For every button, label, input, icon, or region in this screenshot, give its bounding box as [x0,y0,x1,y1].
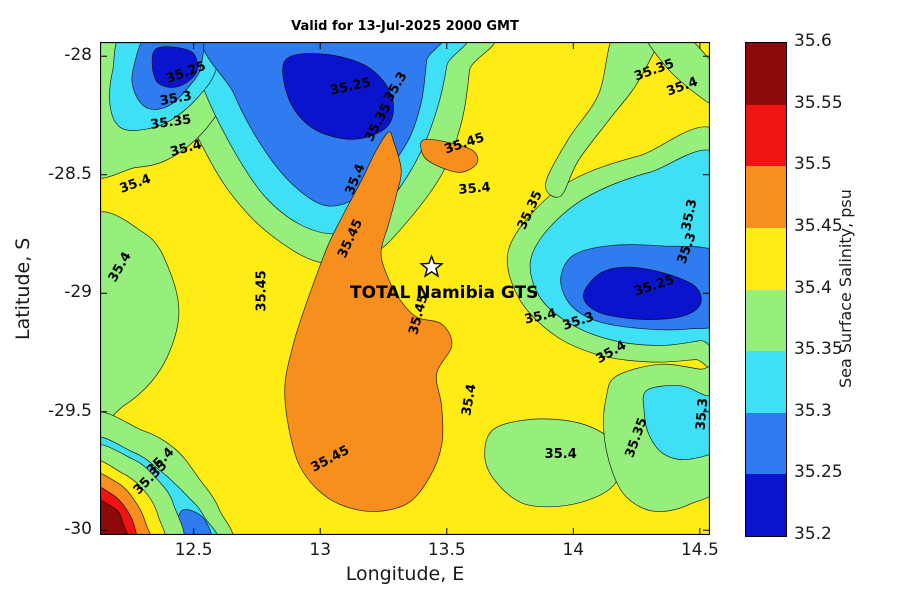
contour-label: 35.3 [159,89,193,109]
colorbar-tick-label: 35.6 [794,31,832,51]
y-tick-label: -28.5 [48,163,92,184]
contour-label: 35.4 [523,306,557,327]
y-tick-label: -30 [64,519,92,540]
colorbar-band-35.2-35.25 [746,474,786,536]
station-label: TOTAL Namibia GTS [350,283,538,303]
x-axis-label: Longitude, E [345,563,465,585]
topright-corner-green-region [647,42,710,105]
contour-label: 35.3 [694,397,710,430]
top-orange-patch-region [420,138,479,173]
contour-label: 35.4 [545,447,577,462]
x-tick-label: 13.5 [427,540,466,560]
contour-label: 35.4 [458,180,491,198]
x-tick-label: 14 [562,540,585,560]
contour-label: 35.3 [679,198,700,232]
y-tick-label: -29 [64,282,92,303]
colorbar-band-35.25-35.3 [746,412,786,475]
y-tick-label: -28 [64,45,92,66]
x-tick-label: 12.5 [174,540,213,560]
colorbar-tick-label: 35.2 [794,524,832,544]
colorbar-tick-label: 35.3 [794,400,832,421]
y-axis-label: Latitude, S [12,237,34,340]
figure-title: Valid for 13-Jul-2025 2000 GMT [291,19,519,34]
plot-border [100,42,710,535]
bottomleft-darkred-region [100,499,129,535]
colorbar-tick-label: 35.45 [794,215,843,236]
y-tick-label: -29.5 [48,400,92,421]
colorbar-band-35.3-35.35 [746,351,786,413]
x-tick-label: 13 [309,540,332,560]
colorbar-tick-label: 35.35 [794,339,843,360]
colorbar-band-35.45-35.5 [746,166,786,228]
leftmid-green-region [100,211,180,427]
colorbar-tick-label: 35.5 [794,154,832,175]
colorbar-band-35.4-35.45 [746,227,786,290]
colorbar-tick-label: 35.55 [794,92,843,113]
topright-band-green-region [545,42,659,198]
bottomleft-blue-region [175,509,212,535]
colorbar [745,42,787,537]
x-tick-label: 14.5 [680,540,719,560]
bottomright-cyan-region [642,385,710,460]
center-orange-region [284,131,453,512]
colorbar-tick-label: 35.25 [794,462,843,483]
colorbar-band-35.55-35.6 [746,43,786,105]
colorbar-band-35.35-35.4 [746,289,786,352]
station-marker [419,254,444,278]
topcenter-darkblue-region [282,53,394,140]
contour-label: 35.4 [459,383,479,417]
bottomcenter-green-region [484,418,622,508]
colorbar-band-35.5-35.55 [746,104,786,167]
contour-label: 35.45 [255,270,270,311]
topleft-darkblue-region [151,46,198,88]
contour-label: 35.35 [149,112,192,133]
right-darkblue-region [583,266,702,320]
colorbar-tick-label: 35.4 [794,277,832,298]
